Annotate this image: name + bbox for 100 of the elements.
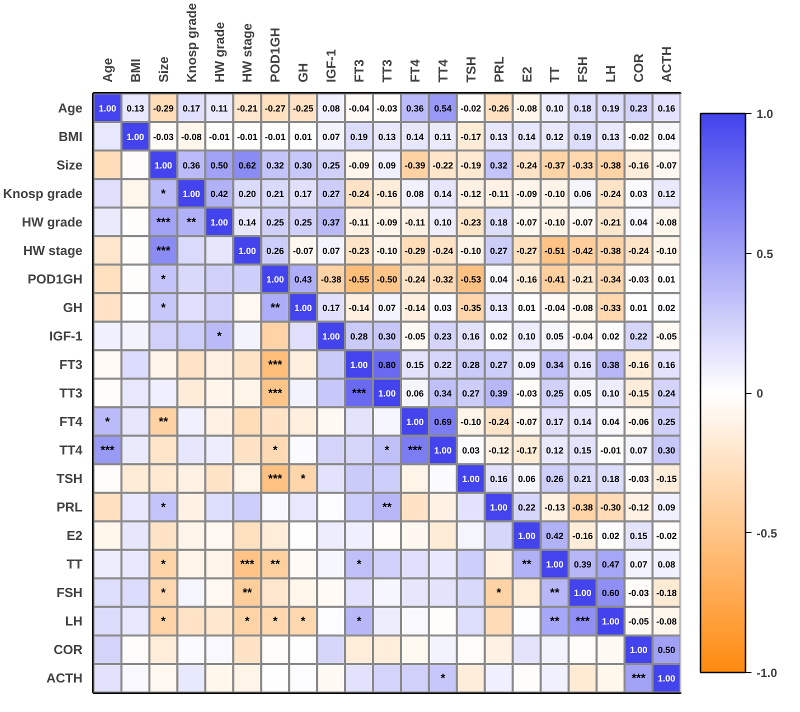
data-label: 1.00 [546,560,564,570]
color-bar-label: 0 [756,386,764,400]
data-label: 0.24 [658,388,676,398]
data-label: 0.02 [602,531,620,542]
data-label: -0.05 [656,331,677,342]
data-label: 0.27 [490,246,508,256]
data-label: -0.18 [656,588,677,598]
data-label: -0.10 [376,246,398,256]
data-label: 1.00 [126,132,144,142]
data-label: 0.04 [658,132,676,142]
data-label: 0.05 [546,331,564,342]
data-label: -0.15 [656,474,677,484]
data-label: 0.26 [546,474,564,484]
data-label: -0.05 [404,331,426,342]
data-label: -0.04 [572,331,593,342]
data-label: -0.33 [572,160,593,170]
data-label: 0.10 [434,217,452,228]
data-label: -0.32 [432,274,454,284]
data-label: -0.26 [488,103,510,114]
data-label: 0.19 [350,132,368,142]
data-label: 0.25 [658,417,676,428]
data-label: 0.30 [294,160,312,170]
data-label: 0.23 [630,103,648,114]
data-label: 0.39 [574,560,592,570]
data-label: 0.22 [630,331,648,342]
data-label: * [384,443,390,458]
data-label: * [161,186,166,200]
data-label: 0.11 [434,132,452,142]
data-label: 0.06 [574,188,592,199]
data-label: ** [550,614,560,628]
data-label: 0.25 [546,388,564,398]
x-tick-label: Knosp grade [184,3,199,82]
x-tick-label: FT4 [407,58,422,82]
data-label: 1.00 [210,217,228,228]
data-label: 0.03 [630,188,648,199]
data-label: -0.53 [460,274,482,284]
data-label: -0.03 [516,388,538,398]
data-label: 0.06 [406,388,424,398]
data-label: 1.00 [294,302,312,313]
data-label: -0.09 [376,217,398,228]
data-label: -0.24 [600,188,621,199]
data-label: 1.00 [322,331,340,342]
data-label: -0.24 [432,246,454,256]
data-label: -0.39 [404,160,426,170]
x-tick-label: FSH [575,56,590,82]
data-label: 0.20 [238,188,256,199]
data-label: 0.39 [490,388,508,398]
data-label: -0.03 [628,588,649,598]
data-label: -0.12 [460,188,482,199]
data-label: 0.13 [490,302,508,313]
data-label: *** [632,671,646,686]
x-tick-label: HW grade [212,22,227,82]
data-label: 0.04 [602,417,620,428]
data-label: * [272,443,278,458]
data-label: ** [522,557,532,572]
data-label: * [161,500,166,514]
data-label: -0.12 [488,446,510,456]
data-label: -0.41 [544,274,565,284]
data-label: 0.10 [546,103,564,114]
data-label: 0.04 [630,217,648,228]
y-tick-label: Knosp grade [3,186,83,201]
data-label: -0.04 [348,103,370,114]
data-label: 0.37 [322,217,340,228]
data-label: -0.03 [628,474,649,484]
data-label: -0.16 [516,274,538,284]
data-label: 0.28 [462,360,480,370]
x-tick-label: E2 [519,66,534,82]
data-label: -0.15 [628,388,649,398]
data-label: 0.34 [546,360,564,370]
data-label: 0.18 [602,474,620,484]
data-label: 0.03 [462,446,480,456]
data-label: 0.14 [574,417,592,428]
data-label: * [161,614,166,628]
data-label: 0.01 [630,302,648,313]
data-label: -0.01 [209,132,230,142]
y-tick-label: BMI [58,128,83,144]
data-label: 0.16 [462,331,480,342]
data-label: -0.07 [656,160,677,170]
y-tick-label: POD1GH [28,271,83,286]
data-label: 0.12 [658,188,676,199]
x-tick-label: TT4 [435,58,450,82]
data-label: -0.21 [572,274,593,284]
data-label: -0.37 [544,160,565,170]
x-tick-label: BMI [128,58,143,82]
data-label: -0.21 [600,217,621,228]
data-label: 0.05 [574,388,592,398]
data-label: * [440,671,446,686]
data-label: -0.09 [516,188,538,199]
data-label: 0.07 [322,246,340,256]
x-tick-label: GH [296,63,311,82]
data-label: ** [382,500,392,514]
data-label: 0.25 [322,160,340,170]
data-label: -0.07 [572,217,593,228]
y-tick-label: TSH [56,471,82,486]
data-label: 0.27 [462,388,480,398]
data-label: -0.03 [376,103,398,114]
data-label: -0.24 [628,246,649,256]
data-label: -0.01 [600,446,621,456]
data-label: 0.09 [658,502,676,513]
color-bar-label: -1.0 [756,666,778,680]
